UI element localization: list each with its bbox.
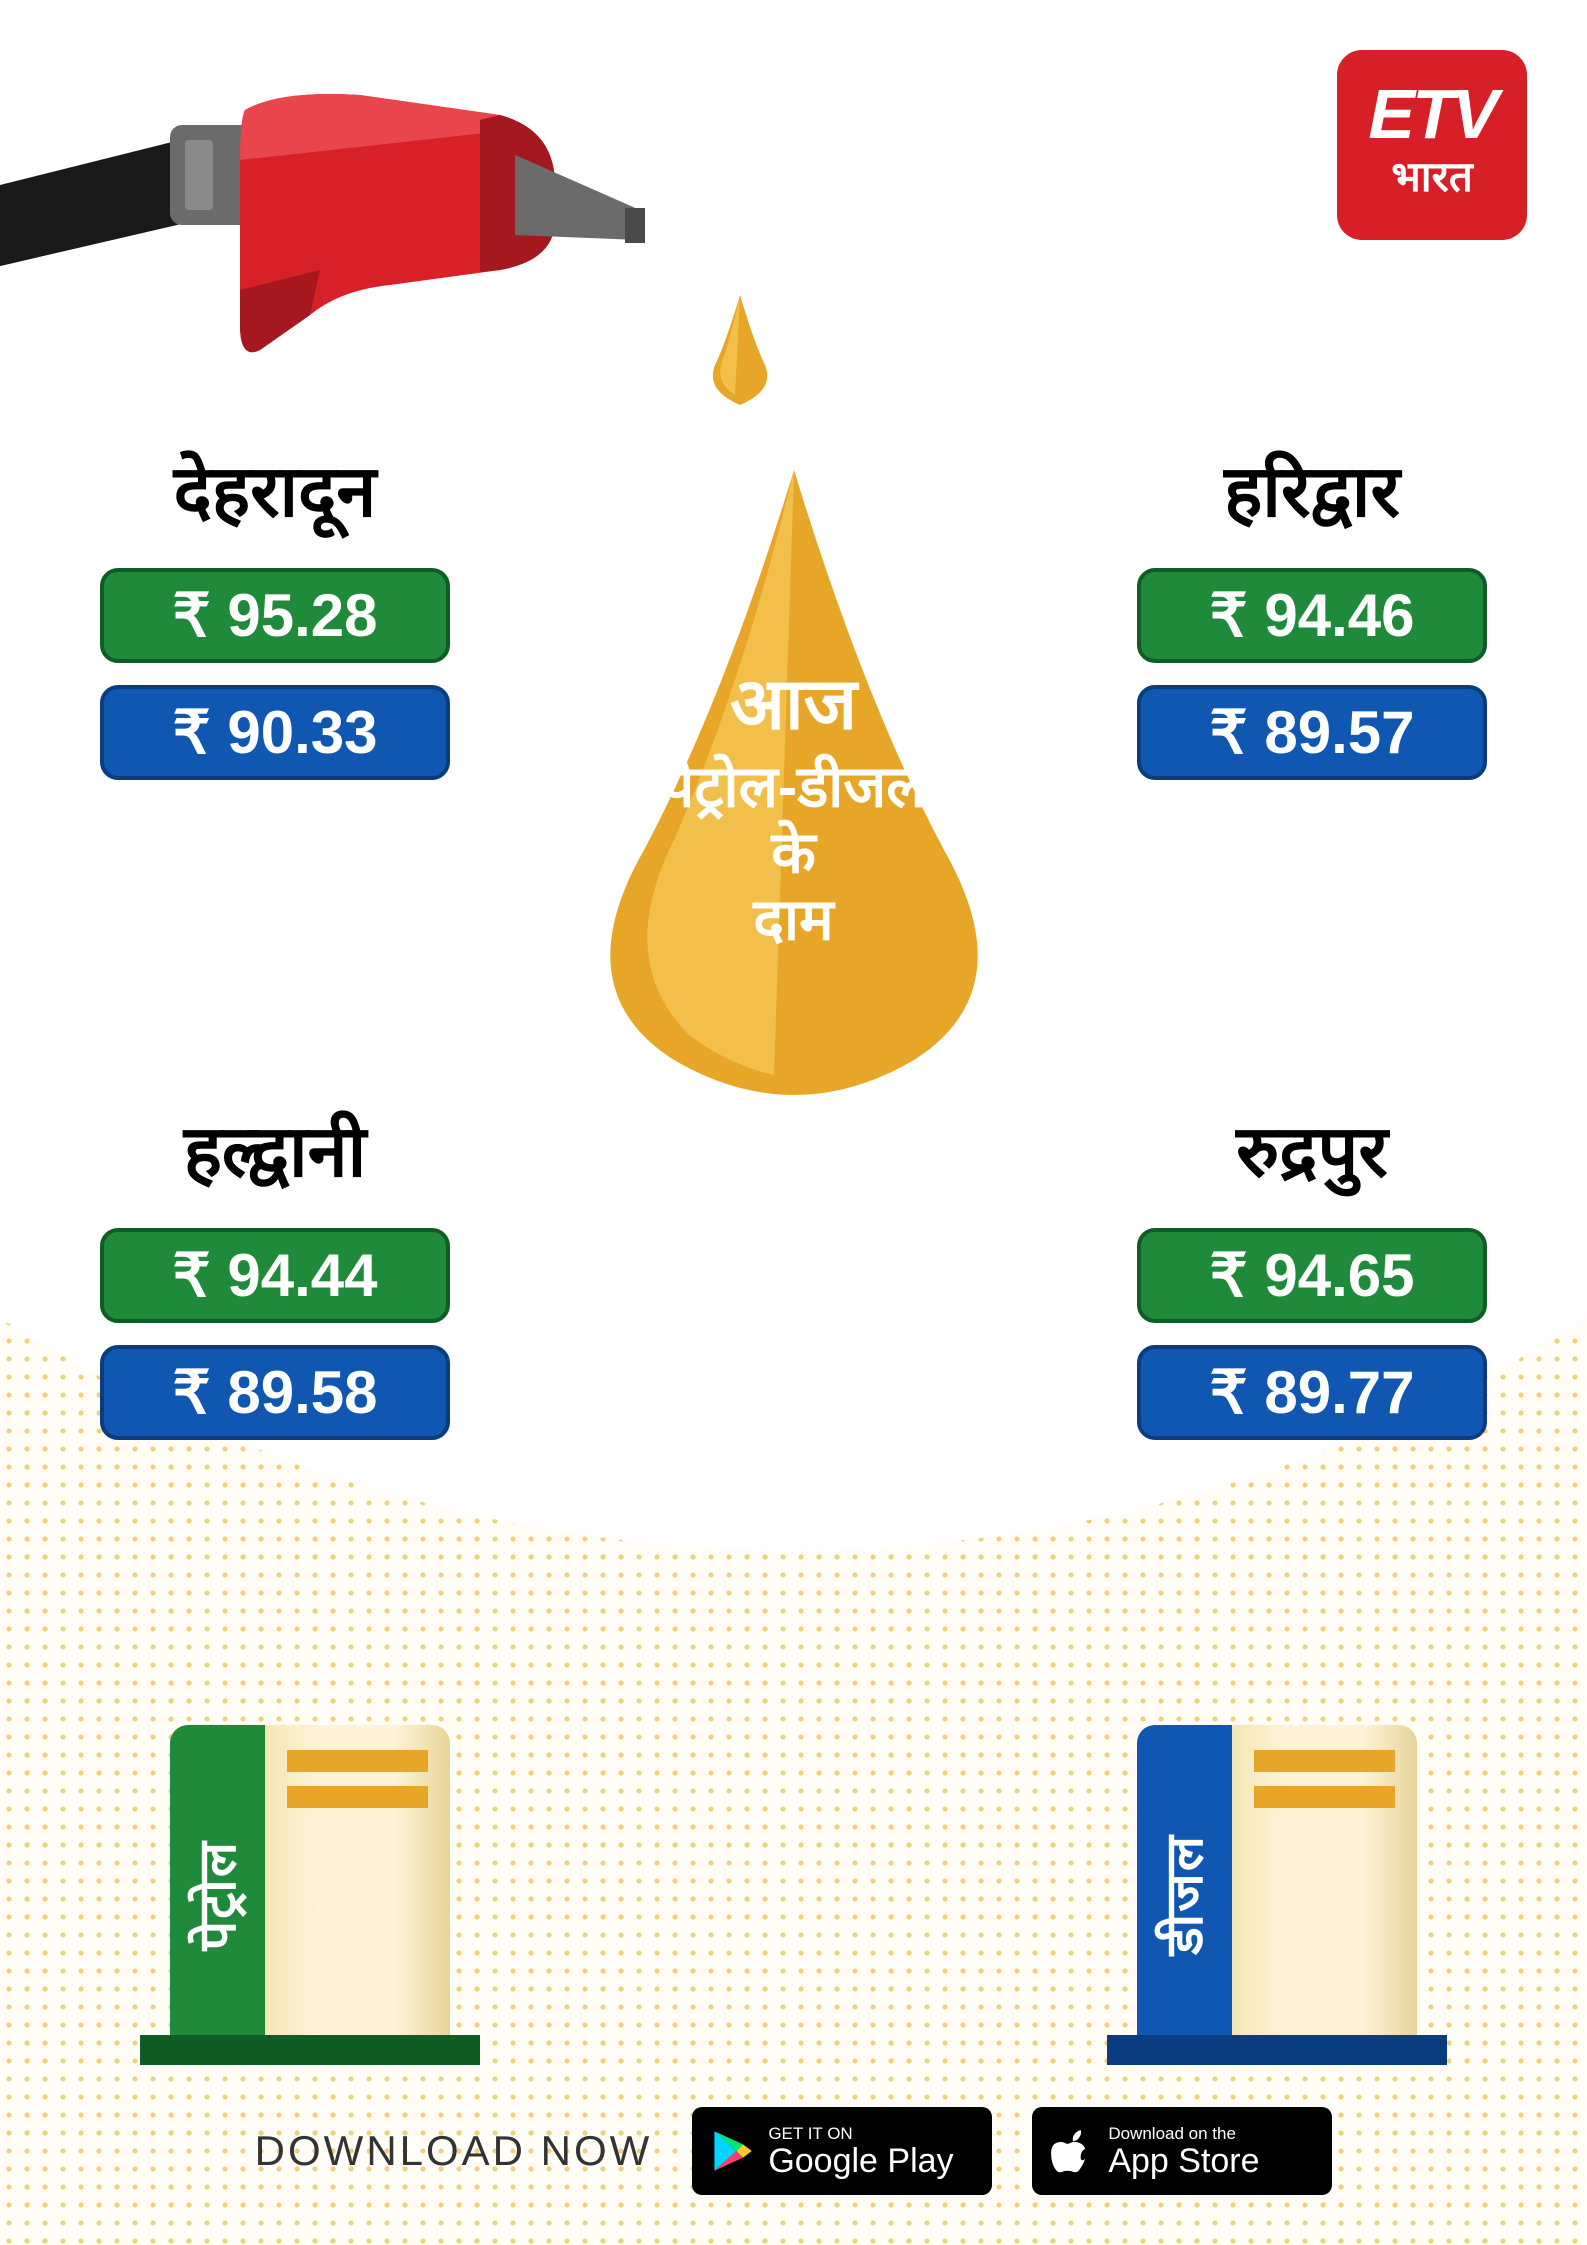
- diesel-price-rudrapur: ₹ 89.77: [1137, 1345, 1487, 1440]
- app-store-small-text: Download on the: [1108, 2124, 1259, 2144]
- drop-text-fuel: पेट्रोल-डीजल: [554, 754, 1034, 821]
- small-drop-icon: [700, 290, 780, 410]
- google-play-icon: [710, 2129, 754, 2173]
- city-name-dehradun: देहरादून: [100, 440, 450, 538]
- petrol-price-rudrapur: ₹ 94.65: [1137, 1228, 1487, 1323]
- petrol-price-haldwani: ₹ 94.44: [100, 1228, 450, 1323]
- petrol-pump-label: पेट्रोल: [182, 1840, 253, 1950]
- diesel-price-dehradun: ₹ 90.33: [100, 685, 450, 780]
- logo-top-text: ETV: [1368, 86, 1495, 142]
- city-name-haldwani: हल्द्वानी: [100, 1100, 450, 1198]
- download-now-text: DOWNLOAD NOW: [255, 2127, 653, 2175]
- drop-text-today: आज: [554, 664, 1034, 747]
- petrol-pump-icon: पेट्रोल: [170, 1725, 450, 2065]
- app-store-large-text: App Store: [1108, 2144, 1259, 2178]
- diesel-price-haridwar: ₹ 89.57: [1137, 685, 1487, 780]
- google-play-large-text: Google Play: [768, 2144, 953, 2178]
- petrol-price-haridwar: ₹ 94.46: [1137, 568, 1487, 663]
- google-play-small-text: GET IT ON: [768, 2124, 953, 2144]
- app-store-badge[interactable]: Download on the App Store: [1032, 2107, 1332, 2195]
- google-play-badge[interactable]: GET IT ON Google Play: [692, 2107, 992, 2195]
- drop-text-container: आज पेट्रोल-डीजल के दाम: [554, 664, 1034, 955]
- city-haldwani: हल्द्वानी ₹ 94.44 ₹ 89.58: [100, 1100, 450, 1462]
- city-rudrapur: रुद्रपुर ₹ 94.65 ₹ 89.77: [1137, 1100, 1487, 1462]
- fuel-nozzle-icon: [0, 40, 660, 380]
- main-oil-drop: आज पेट्रोल-डीजल के दाम: [554, 460, 1034, 1100]
- petrol-price-dehradun: ₹ 95.28: [100, 568, 450, 663]
- logo-bottom-text: भारत: [1391, 147, 1473, 204]
- etv-bharat-logo: ETV भारत: [1337, 50, 1527, 240]
- city-name-haridwar: हरिद्वार: [1137, 440, 1487, 538]
- diesel-pump-label: डीजल: [1149, 1834, 1220, 1955]
- drop-text-ke: के: [554, 821, 1034, 888]
- city-dehradun: देहरादून ₹ 95.28 ₹ 90.33: [100, 440, 450, 802]
- city-name-rudrapur: रुद्रपुर: [1137, 1100, 1487, 1198]
- city-haridwar: हरिद्वार ₹ 94.46 ₹ 89.57: [1137, 440, 1487, 802]
- footer: DOWNLOAD NOW GET IT ON Google Play Downl…: [0, 2107, 1587, 2195]
- diesel-price-haldwani: ₹ 89.58: [100, 1345, 450, 1440]
- apple-icon: [1050, 2129, 1094, 2173]
- drop-text-daam: दाम: [554, 888, 1034, 955]
- diesel-pump-icon: डीजल: [1137, 1725, 1417, 2065]
